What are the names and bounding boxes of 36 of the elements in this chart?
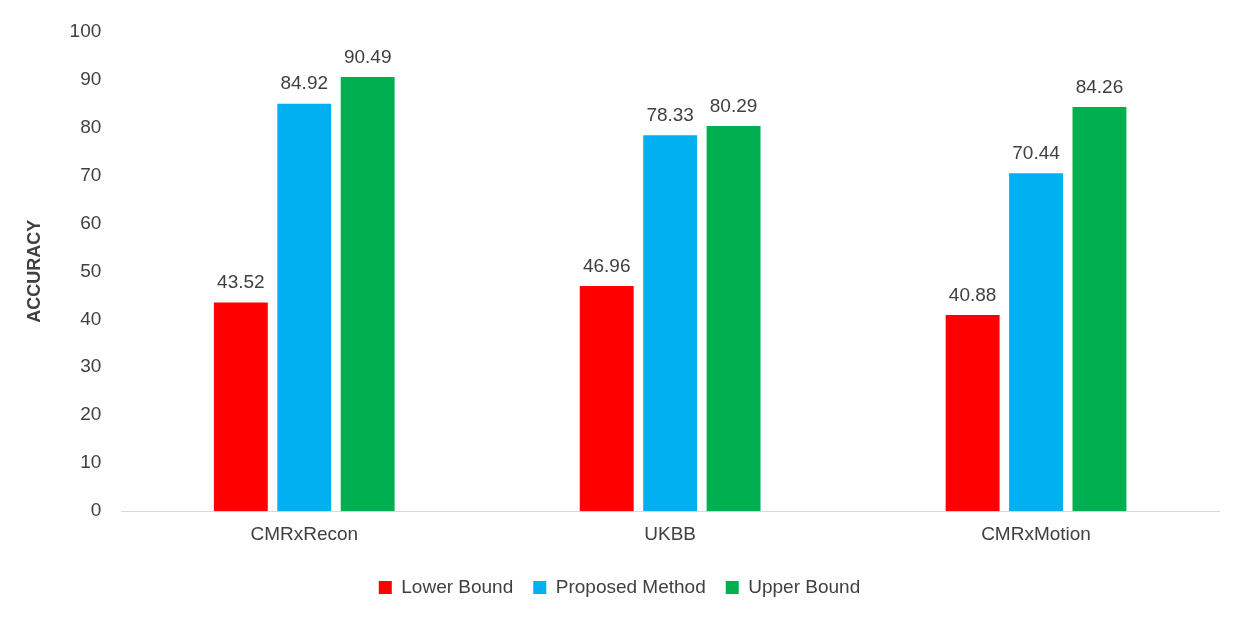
- legend-label: Proposed Method: [555, 575, 706, 597]
- legend-label: Upper Bound: [748, 575, 861, 597]
- bar: [579, 285, 634, 512]
- data-label: 43.52: [217, 271, 265, 293]
- legend-label: Lower Bound: [401, 575, 514, 597]
- y-tick-label: 40: [80, 307, 102, 329]
- bar: [706, 125, 761, 512]
- y-tick-label: 20: [80, 403, 102, 425]
- data-label: 90.49: [343, 45, 392, 67]
- bar: [1009, 173, 1064, 512]
- bar: [340, 77, 395, 512]
- data-label: 84.92: [280, 72, 329, 94]
- bar: [643, 135, 698, 512]
- data-label: 84.26: [1075, 75, 1124, 97]
- y-tick-label: 70: [80, 163, 102, 185]
- x-tick-label: CMRxRecon: [250, 522, 359, 544]
- y-tick-label: 90: [80, 67, 102, 89]
- y-tick-label: 80: [80, 115, 102, 137]
- y-tick-label: 100: [69, 19, 102, 41]
- y-tick-label: 60: [80, 211, 102, 233]
- data-label: 40.88: [948, 283, 997, 305]
- data-label: 46.96: [582, 254, 631, 276]
- bar: [945, 315, 1000, 512]
- y-tick-label: 10: [80, 451, 102, 473]
- x-tick-label: CMRxMotion: [981, 522, 1091, 544]
- data-label: 70.44: [1012, 141, 1061, 163]
- bar: [1072, 106, 1127, 512]
- bar: [277, 103, 332, 512]
- y-axis-title: ACCURACY: [23, 219, 44, 323]
- bar: [213, 302, 268, 512]
- data-label: 78.33: [646, 104, 694, 126]
- x-tick-label: UKBB: [644, 522, 697, 544]
- y-tick-label: 50: [80, 259, 102, 281]
- data-label: 80.29: [709, 94, 758, 116]
- y-tick-label: 0: [90, 499, 102, 521]
- y-tick-label: 30: [80, 355, 102, 377]
